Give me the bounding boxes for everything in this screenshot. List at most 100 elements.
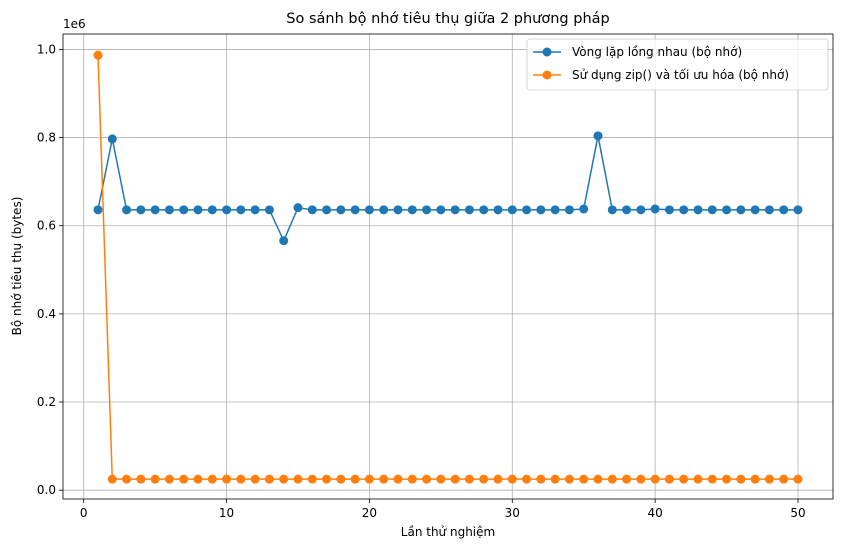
- x-tick-label: 0: [80, 506, 88, 520]
- plot-frame: [62, 33, 834, 500]
- x-tick-label: 30: [505, 506, 520, 520]
- y-tick-label: 0.8: [37, 131, 56, 145]
- data-point-series-2: [350, 474, 360, 484]
- data-point-series-2: [279, 474, 289, 484]
- data-point-series-1: [93, 205, 103, 215]
- data-point-series-2: [164, 474, 174, 484]
- data-point-series-2: [450, 474, 460, 484]
- data-point-series-2: [536, 474, 546, 484]
- data-point-series-1: [722, 205, 732, 215]
- data-point-series-1: [336, 205, 346, 215]
- y-tick-label: 0.0: [37, 483, 56, 497]
- data-point-series-2: [550, 474, 560, 484]
- data-point-series-1: [507, 205, 517, 215]
- data-point-series-1: [650, 204, 660, 214]
- data-point-series-1: [550, 205, 560, 215]
- data-point-series-2: [264, 474, 274, 484]
- legend-box: [526, 38, 829, 91]
- data-point-series-2: [679, 474, 689, 484]
- data-point-series-1: [579, 204, 589, 214]
- data-point-series-2: [750, 474, 760, 484]
- legend-marker-series-2: [542, 70, 552, 80]
- data-point-series-2: [693, 474, 703, 484]
- x-tick-label: 40: [648, 506, 663, 520]
- data-point-series-1: [179, 205, 189, 215]
- data-point-series-2: [479, 474, 489, 484]
- ticks: 0 10 20 30 40 50 0.0 0.2 0.4 0.6 0.8 1.0: [37, 42, 806, 520]
- data-point-series-1: [679, 205, 689, 215]
- data-point-series-1: [250, 205, 260, 215]
- data-point-series-2: [407, 474, 417, 484]
- data-point-series-1: [307, 205, 317, 215]
- data-point-series-2: [93, 50, 103, 60]
- data-point-series-1: [736, 205, 746, 215]
- data-point-series-1: [193, 205, 203, 215]
- data-point-series-2: [650, 474, 660, 484]
- data-point-series-2: [207, 474, 217, 484]
- data-point-series-2: [507, 474, 517, 484]
- data-point-series-1: [393, 205, 403, 215]
- data-point-series-1: [793, 205, 803, 215]
- data-point-series-2: [722, 474, 732, 484]
- data-point-series-1: [364, 205, 374, 215]
- data-point-series-1: [293, 203, 303, 213]
- data-point-series-2: [579, 474, 589, 484]
- data-point-series-2: [593, 474, 603, 484]
- data-point-series-2: [336, 474, 346, 484]
- data-point-series-1: [564, 205, 574, 215]
- data-point-series-1: [522, 205, 532, 215]
- data-point-series-2: [236, 474, 246, 484]
- x-tick-label: 50: [790, 506, 805, 520]
- data-point-series-1: [536, 205, 546, 215]
- data-point-series-1: [450, 205, 460, 215]
- data-point-series-1: [707, 205, 717, 215]
- data-point-series-2: [564, 474, 574, 484]
- data-point-series-1: [207, 205, 217, 215]
- data-point-series-2: [393, 474, 403, 484]
- y-offset-label: 1e6: [63, 17, 86, 31]
- data-point-series-2: [250, 474, 260, 484]
- data-point-series-1: [264, 205, 274, 215]
- data-point-series-2: [707, 474, 717, 484]
- legend-marker-series-1: [542, 47, 552, 57]
- data-point-series-2: [793, 474, 803, 484]
- data-point-series-1: [464, 205, 474, 215]
- data-point-series-1: [593, 131, 603, 141]
- data-point-series-2: [436, 474, 446, 484]
- data-point-series-1: [693, 205, 703, 215]
- chart-title: So sánh bộ nhớ tiêu thụ giữa 2 phương ph…: [286, 11, 609, 27]
- data-point-series-1: [107, 134, 117, 144]
- data-point-series-2: [150, 474, 160, 484]
- data-point-series-1: [636, 205, 646, 215]
- data-point-series-1: [322, 205, 332, 215]
- data-point-series-1: [422, 205, 432, 215]
- data-point-series-2: [107, 474, 117, 484]
- data-point-series-2: [193, 474, 203, 484]
- data-point-series-1: [164, 205, 174, 215]
- data-point-series-2: [136, 474, 146, 484]
- data-point-series-2: [293, 474, 303, 484]
- data-point-series-1: [622, 205, 632, 215]
- y-axis-label: Bộ nhớ tiêu thụ (bytes): [10, 197, 24, 336]
- data-point-series-1: [236, 205, 246, 215]
- data-point-series-2: [179, 474, 189, 484]
- data-point-series-2: [364, 474, 374, 484]
- data-point-series-1: [279, 236, 289, 246]
- data-point-series-2: [493, 474, 503, 484]
- legend: Vòng lặp lồng nhau (bộ nhớ) Sử dụng zip(…: [526, 38, 829, 91]
- data-point-series-2: [422, 474, 432, 484]
- grid: [63, 34, 833, 499]
- data-point-series-1: [750, 205, 760, 215]
- data-point-series-1: [122, 205, 132, 215]
- data-point-series-2: [636, 474, 646, 484]
- data-point-series-2: [736, 474, 746, 484]
- data-point-series-2: [122, 474, 132, 484]
- data-point-series-1: [150, 205, 160, 215]
- data-point-series-1: [379, 205, 389, 215]
- data-point-series-1: [764, 205, 774, 215]
- data-point-series-2: [764, 474, 774, 484]
- series-layer: [93, 50, 803, 484]
- data-point-series-1: [407, 205, 417, 215]
